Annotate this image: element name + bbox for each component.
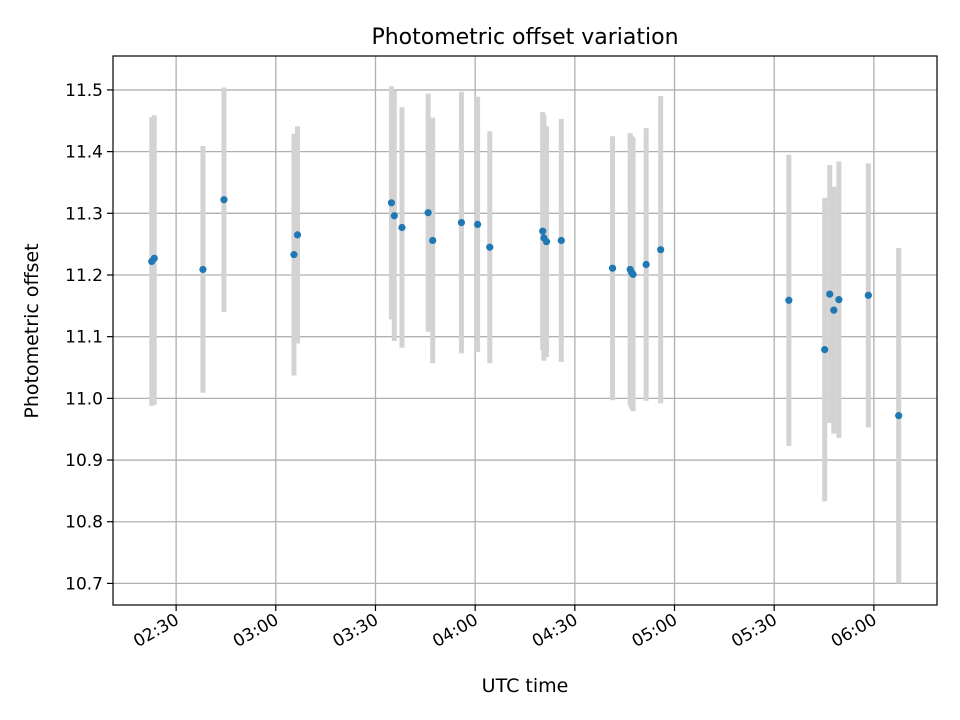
y-tick-label: 11.2 <box>65 266 103 286</box>
data-point <box>657 246 665 254</box>
data-point <box>821 346 829 354</box>
data-point <box>199 265 207 274</box>
y-tick-label: 10.9 <box>65 451 103 471</box>
data-point <box>539 227 547 235</box>
data-point <box>608 264 617 272</box>
data-point <box>895 412 903 420</box>
data-point <box>390 212 398 220</box>
data-point <box>826 290 834 298</box>
grid <box>113 56 937 605</box>
y-tick-label: 11.0 <box>65 389 103 409</box>
data-point <box>293 231 302 239</box>
data-points <box>148 196 903 420</box>
data-point <box>457 218 466 227</box>
data-point <box>642 260 650 269</box>
y-axis-label: Photometric offset <box>21 243 43 418</box>
data-point <box>830 306 838 314</box>
data-point <box>557 236 565 245</box>
data-point <box>864 291 872 299</box>
data-point <box>220 196 228 204</box>
chart-title: Photometric offset variation <box>371 25 678 50</box>
y-axis-ticks: 10.7 10.8 10.9 11.0 11.1 11.2 11.3 11.4 11.5 <box>65 81 113 594</box>
data-point <box>473 220 482 229</box>
y-tick-label: 11.4 <box>65 143 103 163</box>
data-point <box>629 270 637 278</box>
data-point <box>835 296 843 304</box>
data-point <box>150 254 158 262</box>
data-point <box>424 209 432 217</box>
x-axis-label: UTC time <box>482 675 569 697</box>
data-point <box>290 251 298 259</box>
y-tick-label: 10.7 <box>65 574 103 594</box>
data-point <box>398 223 406 232</box>
y-tick-label: 11.1 <box>65 328 103 348</box>
data-point <box>542 238 551 246</box>
data-point <box>429 236 437 245</box>
data-point <box>387 199 396 207</box>
y-tick-label: 11.3 <box>65 204 103 224</box>
data-point <box>486 243 494 251</box>
plot-frame <box>112 55 938 606</box>
data-point <box>785 296 793 304</box>
y-tick-label: 10.8 <box>65 513 103 533</box>
y-tick-label: 11.5 <box>65 81 103 101</box>
